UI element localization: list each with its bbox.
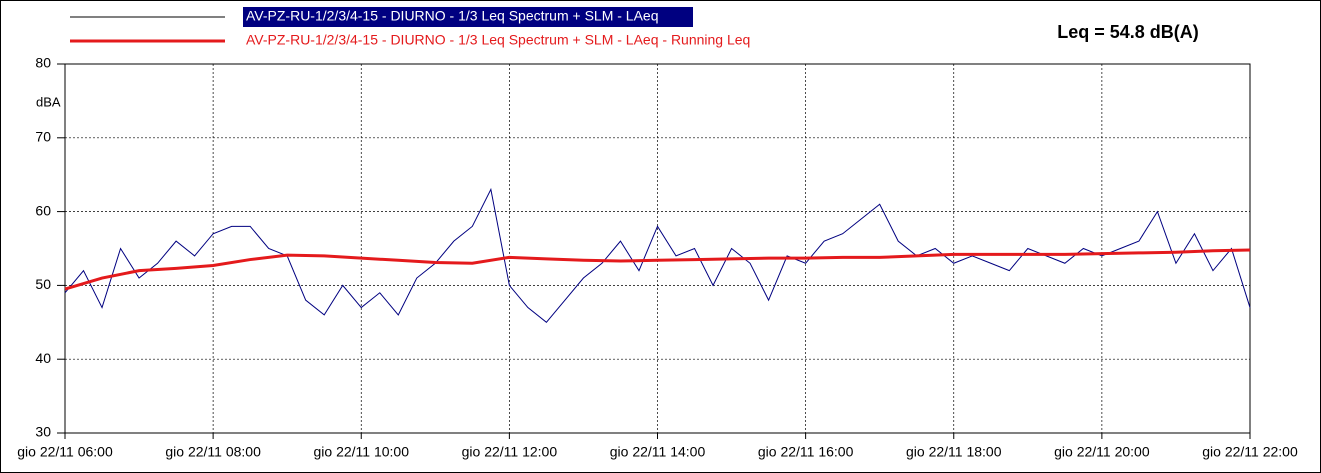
- x-tick-label: gio 22/11 12:00: [462, 444, 558, 460]
- x-tick-label: gio 22/11 18:00: [906, 444, 1002, 460]
- x-tick-label: gio 22/11 10:00: [314, 444, 410, 460]
- y-tick-label: 30: [35, 424, 51, 440]
- legend-highlight: [243, 7, 693, 27]
- y-tick-label: 70: [35, 129, 51, 145]
- leq-annotation: Leq = 54.8 dB(A): [1057, 22, 1199, 42]
- y-tick-label: 40: [35, 350, 51, 366]
- y-tick-label: 80: [35, 55, 51, 71]
- x-tick-label: gio 22/11 20:00: [1054, 444, 1150, 460]
- x-tick-label: gio 22/11 08:00: [165, 444, 261, 460]
- y-tick-label: 60: [35, 202, 51, 218]
- series-line: [64, 248, 1251, 291]
- y-axis-label: dBA: [36, 94, 61, 109]
- y-tick-label: 50: [35, 276, 51, 292]
- series-line: [64, 187, 1251, 323]
- x-tick-label: gio 22/11 14:00: [610, 444, 706, 460]
- legend-label: AV-PZ-RU-1/2/3/4-15 - DIURNO - 1/3 Leq S…: [246, 32, 750, 48]
- x-tick-label: gio 22/11 22:00: [1202, 444, 1298, 460]
- x-tick-label: gio 22/11 06:00: [17, 444, 113, 460]
- legend-label: AV-PZ-RU-1/2/3/4-15 - DIURNO - 1/3 Leq S…: [246, 8, 659, 24]
- x-tick-label: gio 22/11 16:00: [758, 444, 854, 460]
